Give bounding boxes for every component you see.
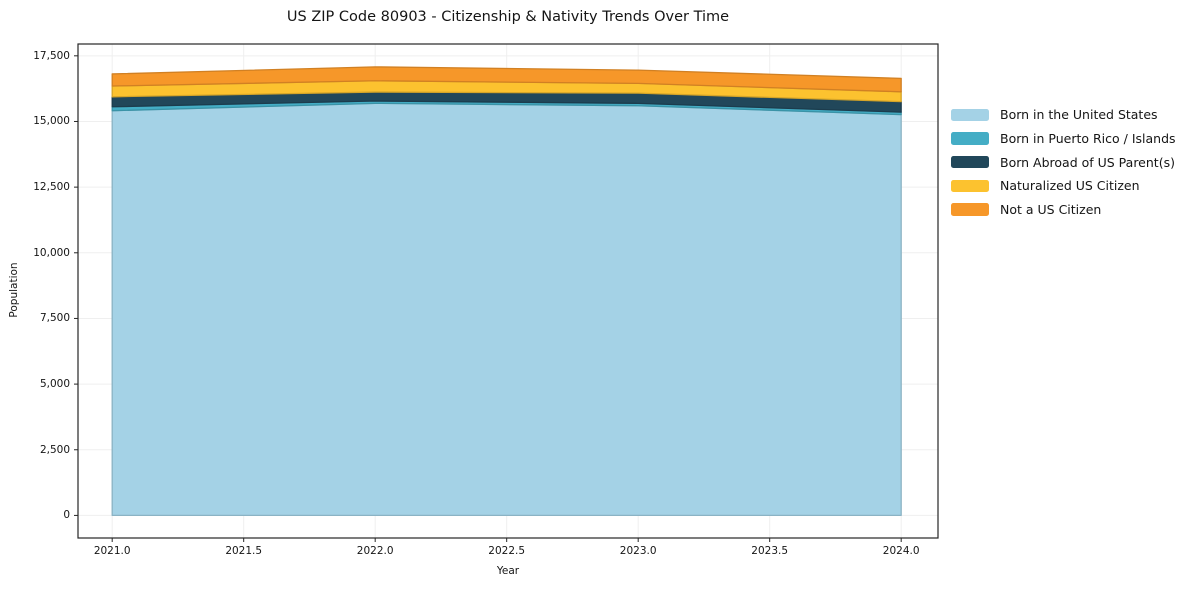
x-tick-label: 2021.0	[93, 545, 131, 557]
x-tick-label: 2023.0	[619, 545, 657, 557]
x-tick-label: 2022.5	[488, 545, 526, 557]
legend-label: Born Abroad of US Parent(s)	[1000, 154, 1175, 170]
area-band-4	[111, 66, 902, 93]
axes-spines	[77, 43, 939, 539]
chart-title: US ZIP Code 80903 - Citizenship & Nativi…	[286, 9, 730, 25]
y-tick-label: 12,500	[33, 181, 70, 194]
y-tick-label: 10,000	[33, 246, 70, 259]
x-axis-label: Year	[496, 565, 520, 577]
y-axis-label: Population	[8, 262, 20, 318]
x-tick-label: 2024.0	[882, 545, 920, 557]
legend-swatch-icon	[951, 155, 989, 169]
area-band-0	[111, 102, 902, 517]
legend-label: Not a US Citizen	[1000, 202, 1102, 218]
legend-item-3: Naturalized US Citizen	[951, 174, 1176, 198]
y-tick-label: 5,000	[39, 378, 70, 391]
legend-item-1: Born in Puerto Rico / Islands	[951, 127, 1176, 151]
legend-swatch-icon	[951, 179, 989, 193]
legend-item-2: Born Abroad of US Parent(s)	[951, 150, 1176, 174]
legend-label: Born in the United States	[1000, 107, 1158, 123]
y-tick-label: 2,500	[39, 443, 70, 456]
legend-label: Naturalized US Citizen	[1000, 178, 1140, 194]
legend: Born in the United States Born in Puerto …	[951, 103, 1176, 221]
legend-item-4: Not a US Citizen	[951, 198, 1176, 222]
legend-label: Born in Puerto Rico / Islands	[1000, 131, 1176, 147]
y-tick-label: 0	[63, 509, 70, 522]
x-tick-label: 2021.5	[225, 545, 263, 557]
y-tick-label: 17,500	[33, 49, 70, 62]
y-tick-label: 15,000	[33, 115, 70, 128]
y-tick-label: 7,500	[39, 312, 70, 325]
legend-swatch-icon	[951, 132, 989, 145]
x-tick-label: 2022.0	[356, 545, 394, 557]
legend-swatch-icon	[951, 203, 989, 216]
legend-swatch-icon	[951, 108, 989, 122]
x-tick-label: 2023.5	[751, 545, 789, 557]
legend-item-0: Born in the United States	[951, 103, 1176, 127]
